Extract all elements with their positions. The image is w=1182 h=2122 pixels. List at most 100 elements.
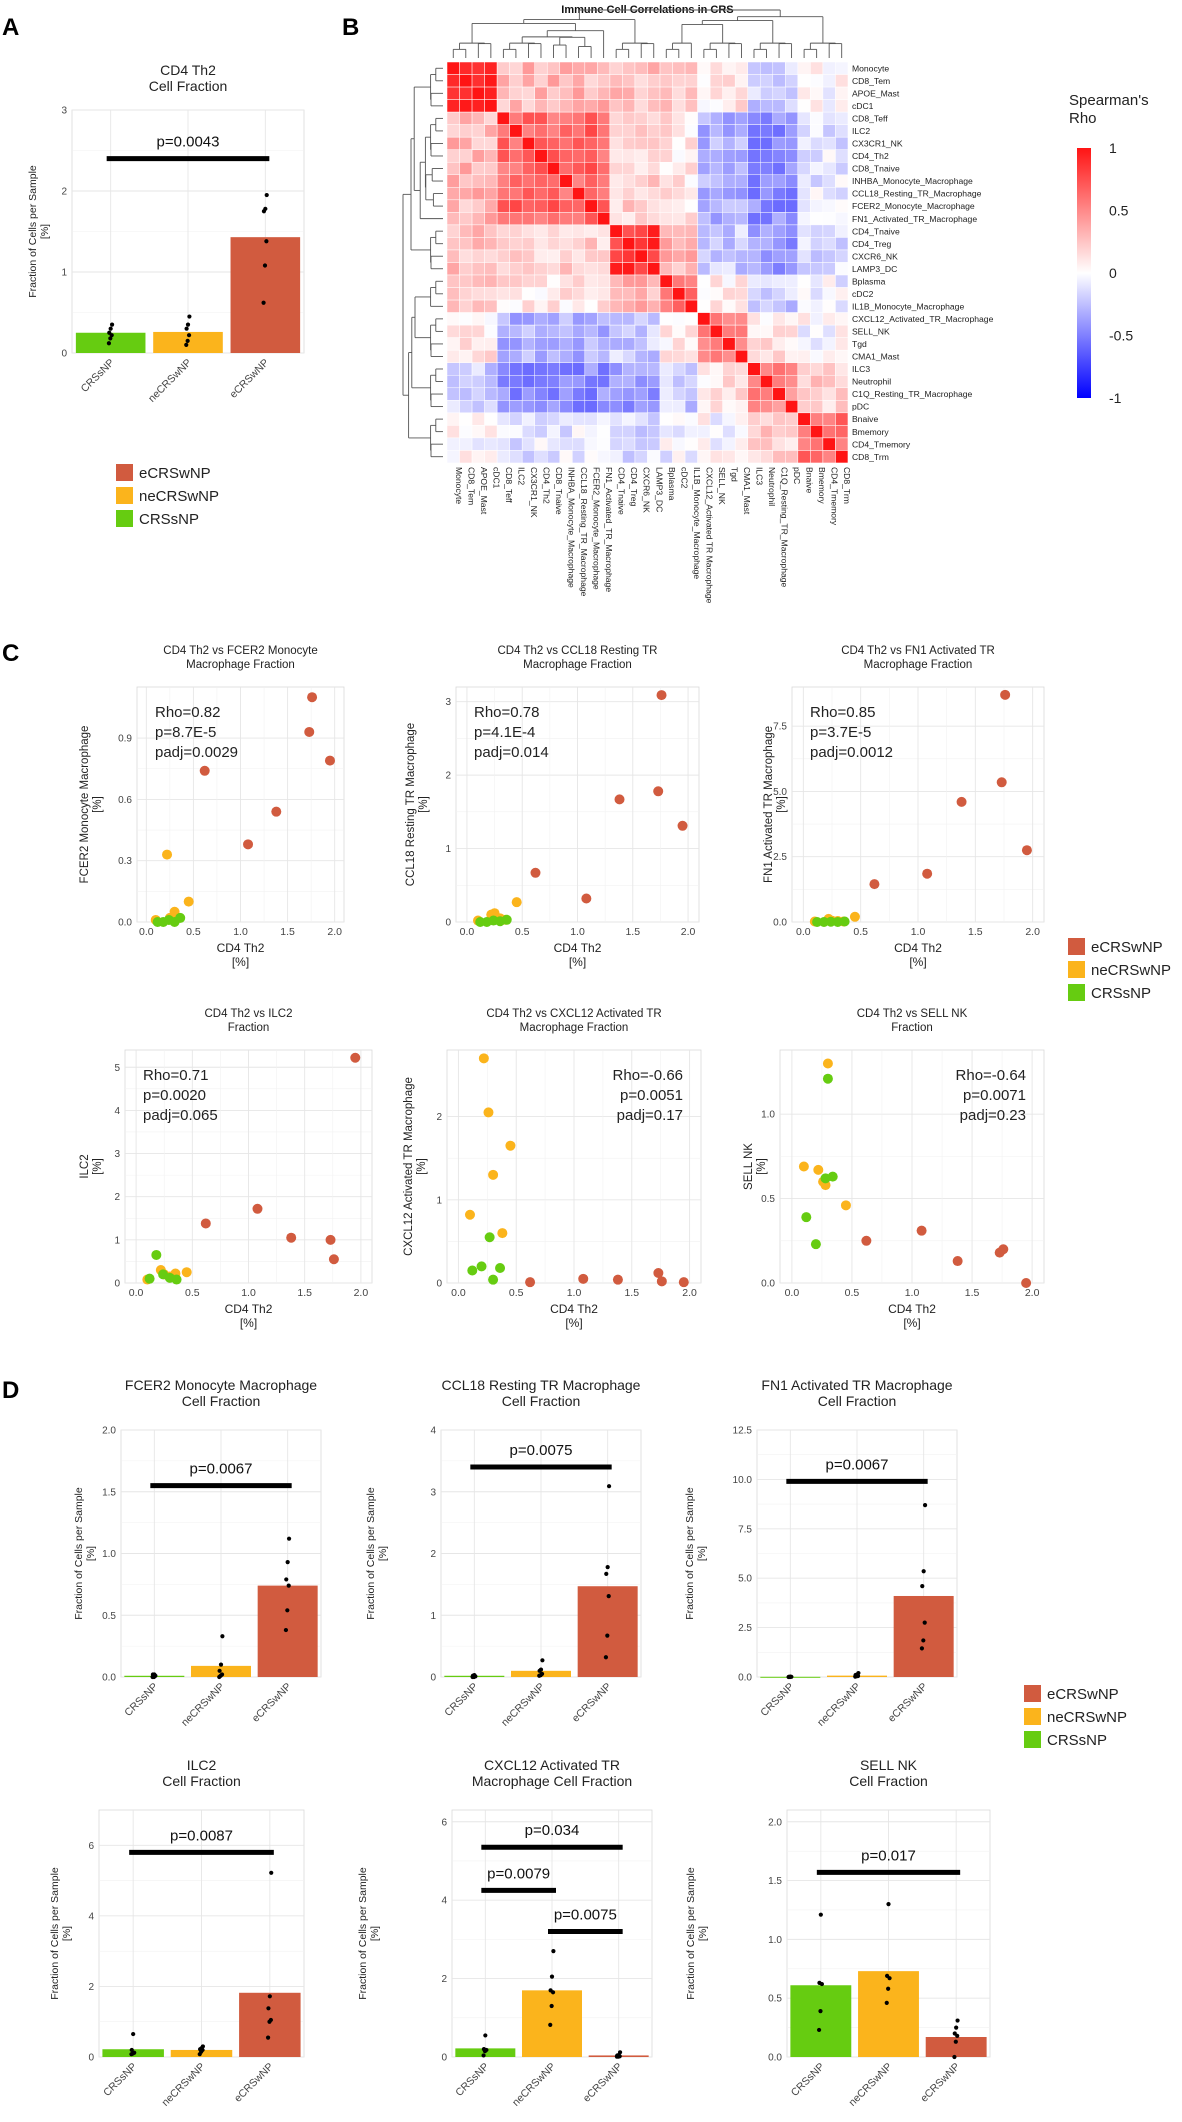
sample-point (268, 2017, 273, 2023)
heatmap-cell (622, 136, 636, 150)
point-CRSsNP (810, 1239, 821, 1250)
heatmap-cell (697, 237, 711, 251)
heatmap-cell (747, 375, 761, 389)
heatmap-cell (634, 74, 648, 88)
panel-b-heatmap: Immune Cell Correlations in CRSMonocyteC… (402, 4, 1149, 604)
heatmap-cell (797, 174, 811, 188)
heatmap-cell (496, 387, 510, 401)
sample-point (107, 330, 112, 335)
row-label: CCL18_Resting_TR_Macrophage (852, 189, 982, 199)
heatmap-cell (471, 262, 485, 276)
heatmap-cell (772, 312, 786, 326)
point-eCRSwNP (581, 893, 592, 904)
heatmap-cell (760, 287, 774, 301)
heatmap-cell (597, 199, 611, 213)
heatmap-cell (534, 237, 548, 251)
column-label: CD8_Trm (842, 467, 852, 504)
heatmap-cell (647, 161, 661, 176)
heatmap-cell (734, 337, 748, 351)
heatmap-cell (572, 412, 586, 426)
heatmap-cell (785, 74, 799, 88)
heatmap-cell (484, 237, 498, 251)
point-eCRSwNP (922, 868, 933, 879)
heatmap-cell (835, 136, 849, 150)
y-tick-label: 0.6 (118, 795, 132, 806)
heatmap-cell (822, 86, 836, 100)
heatmap-cell (609, 74, 623, 88)
row-label: Bplasma (852, 276, 886, 286)
column-label: ILC3 (754, 467, 764, 485)
point-neCRSwNP (478, 1053, 489, 1064)
heatmap-cell (559, 375, 573, 389)
heatmap-cell (634, 161, 648, 176)
heatmap-cell (772, 149, 786, 163)
heatmap-cell (534, 224, 548, 238)
legend-key-eCRSwNP (1068, 938, 1085, 955)
row-label: FN1_Activated_TR_Macrophage (852, 214, 977, 224)
heatmap-cell (609, 387, 623, 401)
point-CRSsNP (151, 1249, 162, 1260)
y-axis-label: [%] (39, 224, 51, 239)
heatmap-cell (672, 425, 686, 439)
heatmap-cell (722, 161, 736, 176)
heatmap-cell (546, 136, 561, 150)
heatmap-cell (734, 312, 748, 326)
stats-annotation: Rho=0.71 (143, 1067, 208, 1084)
heatmap-cell (822, 362, 836, 376)
heatmap-cell (584, 187, 598, 201)
heatmap-cell (622, 174, 636, 188)
y-tick-label: 0.5 (761, 1194, 775, 1205)
heatmap-cell (772, 99, 786, 113)
heatmap-cell (446, 450, 460, 464)
heatmap-cell (672, 212, 686, 226)
point-CRSsNP (801, 1212, 812, 1223)
heatmap-cell (634, 224, 648, 238)
heatmap-cell (584, 349, 598, 363)
heatmap-cell (484, 450, 498, 464)
heatmap-cell (747, 274, 761, 288)
y-tick-label: 2 (430, 1549, 436, 1560)
heatmap-cell (509, 136, 523, 150)
legend-key-eCRSwNP (1024, 1685, 1041, 1702)
heatmap-cell (509, 337, 523, 351)
heatmap-cell (697, 111, 711, 125)
column-label: Tgd (729, 467, 739, 482)
heatmap-cell (772, 375, 786, 389)
heatmap-cell (546, 287, 561, 301)
point-eCRSwNP (916, 1225, 927, 1236)
heatmap-cell (672, 400, 686, 414)
heatmap-cell (772, 400, 786, 414)
x-tick-label: 0.0 (796, 926, 811, 938)
stats-annotation: p=0.0051 (620, 1087, 683, 1104)
heatmap-cell (684, 237, 698, 251)
heatmap-cell (484, 324, 498, 338)
heatmap-cell (835, 237, 849, 251)
heatmap-cell (672, 274, 686, 288)
y-tick-label: 1 (430, 1611, 436, 1622)
legend-label: CRSsNP (139, 511, 199, 528)
heatmap-cell (584, 400, 598, 414)
y-tick-label: 2 (441, 1974, 447, 1985)
heatmap-cell (760, 199, 774, 213)
heatmap-cell (684, 274, 698, 288)
heatmap-cell (709, 224, 723, 238)
point-eCRSwNP (653, 1268, 664, 1279)
y-axis-label: [%] (756, 1158, 768, 1175)
heatmap-cell (697, 124, 711, 138)
heatmap-cell (471, 187, 485, 201)
heatmap-cell (534, 74, 548, 88)
bar-neCRSwNP (522, 1990, 582, 2057)
heatmap-cell (797, 299, 811, 313)
heatmap-cell (647, 400, 661, 414)
heatmap-cell (772, 425, 786, 439)
heatmap-cell (672, 387, 686, 401)
sample-point (954, 2025, 959, 2030)
heatmap-cell (672, 324, 686, 338)
bar-neCRSwNP (858, 1971, 919, 2057)
heatmap-cell (534, 149, 548, 163)
chart-title: Macrophage Fraction (186, 659, 295, 671)
heatmap-cell (609, 375, 623, 389)
heatmap-cell (446, 412, 460, 426)
heatmap-cell (684, 86, 698, 100)
heatmap-cell (634, 299, 648, 313)
